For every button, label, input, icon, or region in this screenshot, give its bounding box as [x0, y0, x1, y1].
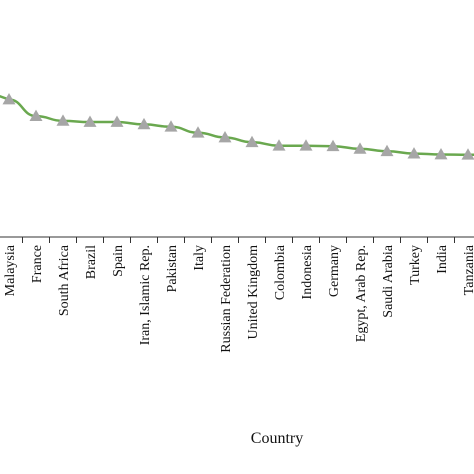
x-tick-label: Egypt, Arab Rep. [354, 245, 369, 342]
data-point-marker [137, 117, 151, 130]
x-tick-label: Malaysia [3, 244, 18, 296]
x-tick-label: Germany [327, 245, 342, 297]
data-point-marker [218, 130, 232, 143]
data-point-marker [380, 144, 394, 157]
series-markers [2, 93, 474, 160]
x-tick-label: France [30, 245, 45, 283]
x-axis-title: Country [251, 430, 303, 447]
data-point-marker [164, 120, 178, 132]
data-point-marker [299, 139, 313, 151]
series-line [0, 94, 474, 157]
data-point-marker [2, 93, 16, 105]
data-point-marker [191, 126, 205, 138]
x-tick-label: United Kingdom [246, 245, 261, 340]
x-tick-label: Colombia [273, 244, 288, 300]
data-point-marker [29, 109, 43, 122]
data-point-marker [245, 135, 259, 148]
data-point-marker [56, 114, 70, 126]
x-tick-label: Russian Federation [219, 245, 234, 353]
x-tick-label: Iran, Islamic Rep. [138, 245, 153, 345]
x-tick-label: Pakistan [165, 245, 180, 292]
data-point-marker [110, 115, 124, 127]
data-point-marker [272, 139, 286, 151]
x-tick-label: Indonesia [300, 244, 315, 299]
x-tick-label: Tanzania [462, 244, 474, 295]
x-tick-label: Turkey [408, 245, 423, 285]
x-tick-label: Saudi Arabia [381, 244, 396, 317]
data-point-marker [353, 142, 367, 154]
data-point-marker [461, 148, 474, 160]
x-tick-label: Brazil [84, 245, 99, 279]
data-point-marker [83, 115, 97, 127]
x-tick-label: India [435, 244, 450, 274]
data-point-marker [407, 147, 421, 159]
x-tick-label: South Africa [57, 244, 72, 316]
x-axis-ticks [22, 237, 455, 243]
x-axis-tick-labels: Malaysia France South Africa Brazil Spain Ira… [3, 244, 474, 353]
x-tick-label: Spain [111, 245, 126, 277]
x-tick-label: Italy [192, 245, 207, 271]
data-point-marker [434, 148, 448, 160]
data-point-marker [326, 139, 340, 152]
